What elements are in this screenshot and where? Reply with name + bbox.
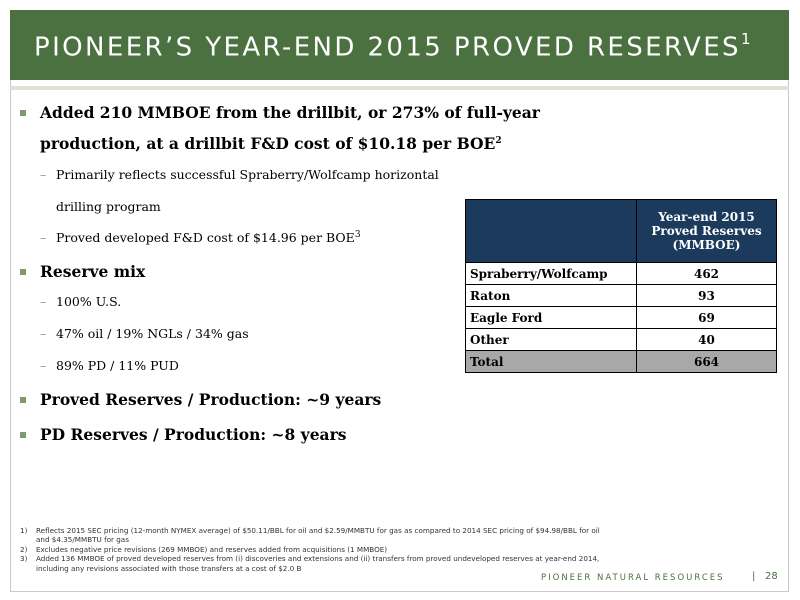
footnote-1: 1) Reflects 2015 SEC pricing (12-month N… (20, 526, 600, 545)
dash-icon: – (40, 230, 47, 245)
footnote-3: 3) Added 136 MMBOE of proved developed r… (20, 554, 600, 573)
table-row-label: Eagle Ford (465, 306, 637, 329)
title-divider (10, 86, 789, 90)
page-number: 28 (765, 571, 778, 582)
footnote-2: 2) Excludes negative price revisions (26… (20, 544, 388, 554)
company-brand: PIONEER NATURAL RESOURCES (541, 573, 725, 583)
bullet-square-icon (20, 397, 26, 403)
table-row: Eagle Ford 69 (465, 306, 777, 329)
table-row-value: 69 (636, 306, 777, 329)
dash-icon: – (40, 326, 47, 341)
bullet-square-icon (20, 432, 26, 438)
dash-icon: – (40, 294, 47, 309)
table-row: Spraberry/Wolfcamp 462 (465, 262, 777, 285)
table-row-label: Spraberry/Wolfcamp (465, 262, 637, 285)
table-total-row: Total 664 (465, 350, 777, 373)
table-row-label: Raton (465, 284, 637, 307)
footer-separator: | (752, 571, 756, 582)
table-row: Other 40 (465, 328, 777, 351)
title-bar: PIONEER’S YEAR-END 2015 PROVED RESERVES1 (10, 10, 789, 80)
table-header-reserves: Year-end 2015 Proved Reserves (MMBOE) (636, 199, 777, 263)
title-footnote-ref: 1 (740, 30, 753, 48)
footnotes: 1) Reflects 2015 SEC pricing (12-month N… (20, 526, 690, 573)
table-header-row: Year-end 2015 Proved Reserves (MMBOE) (465, 199, 777, 263)
reserves-table: Year-end 2015 Proved Reserves (MMBOE) Sp… (465, 199, 777, 373)
bullet-square-icon (20, 110, 26, 116)
table-row-value: 40 (636, 328, 777, 351)
table-row-label: Other (465, 328, 637, 351)
footnote-ref-2: 2 (495, 135, 502, 146)
table-row: Raton 93 (465, 284, 777, 307)
footnote-ref-3: 3 (354, 230, 361, 240)
slide-title: PIONEER’S YEAR-END 2015 PROVED RESERVES1 (34, 30, 753, 63)
table-total-value: 664 (636, 350, 777, 373)
table-row-value: 93 (636, 284, 777, 307)
table-row-value: 462 (636, 262, 777, 285)
dash-icon: – (40, 167, 47, 182)
table-total-label: Total (465, 350, 637, 373)
table-header-blank (465, 199, 637, 263)
bullet-square-icon (20, 269, 26, 275)
dash-icon: – (40, 358, 47, 373)
